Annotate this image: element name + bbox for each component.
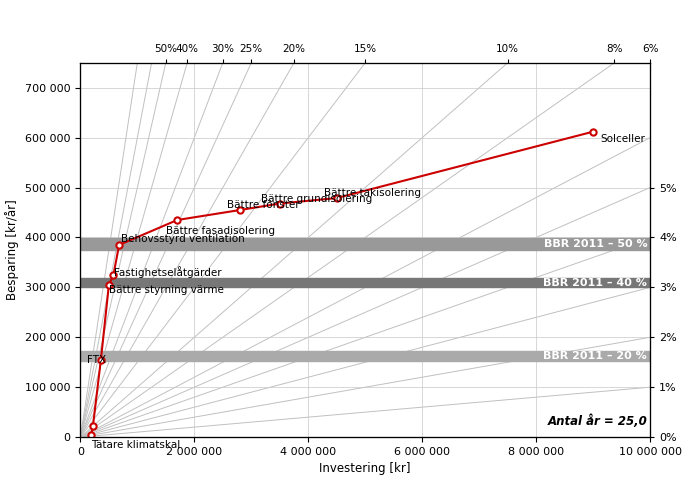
Text: Bättre takisolering: Bättre takisolering: [324, 188, 421, 198]
Text: Tätare klimatskal: Tätare klimatskal: [92, 440, 181, 450]
Text: Bättre styrning värme: Bättre styrning värme: [110, 285, 224, 295]
Bar: [80, 239, 650, 250]
Y-axis label: Besparing [kr/år]: Besparing [kr/år]: [6, 199, 20, 300]
Text: Behovsstyrd ventilation: Behovsstyrd ventilation: [121, 234, 245, 244]
Text: Fastighetselåtgärder: Fastighetselåtgärder: [114, 267, 222, 278]
Text: Bättre fönster: Bättre fönster: [226, 200, 299, 210]
Bar: [80, 278, 650, 287]
Text: Bättre grundisolering: Bättre grundisolering: [261, 194, 373, 203]
Text: FTX: FTX: [87, 355, 106, 365]
Text: BBR 2011 – 50 %: BBR 2011 – 50 %: [544, 239, 647, 249]
Text: BBR 2011 – 20 %: BBR 2011 – 20 %: [543, 351, 647, 361]
Text: BBR 2011 – 40 %: BBR 2011 – 40 %: [543, 278, 647, 288]
Text: Antal år = 25,0: Antal år = 25,0: [547, 414, 647, 428]
Bar: [80, 351, 650, 361]
X-axis label: Investering [kr]: Investering [kr]: [319, 462, 411, 475]
Text: Solceller: Solceller: [600, 134, 644, 144]
Text: Bättre fasadisolering: Bättre fasadisolering: [166, 226, 275, 236]
